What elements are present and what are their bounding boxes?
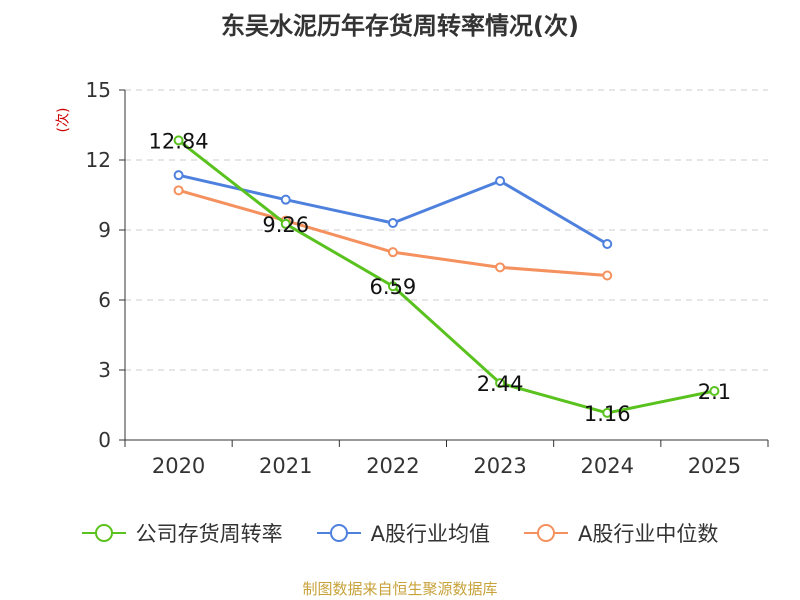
data-point [173, 185, 184, 196]
data-point [173, 170, 184, 181]
data-point [602, 239, 613, 249]
line-chart: 0 3 6 9 12 15 2020 2021 2022 2023 2024 2025 12.84 9.2… [86, 78, 769, 478]
x-tick-label: 2021 [259, 454, 312, 478]
data-label: 6.59 [370, 275, 417, 299]
legend-label-industry-mean: A股行业均值 [370, 522, 490, 546]
data-point [602, 270, 613, 281]
data-label: 2.44 [477, 372, 524, 396]
x-tick-label: 2025 [688, 454, 741, 478]
series-line [178, 188, 608, 277]
data-label: 1.16 [584, 402, 631, 426]
y-tick-label: 15 [86, 78, 111, 102]
data-label: 12.84 [149, 129, 209, 153]
y-tick-label: 0 [98, 428, 111, 452]
legend-item-industry-mean[interactable]: A股行业均值 [316, 518, 490, 548]
series-line [177, 139, 715, 415]
legend-item-industry-median[interactable]: A股行业中位数 [524, 518, 718, 548]
x-tick-label: 2022 [366, 454, 419, 478]
data-point [280, 218, 291, 229]
y-tick-label: 9 [98, 218, 111, 242]
chart-title: 东吴水泥历年存货周转率情况(次) [221, 12, 579, 40]
data-point [602, 407, 613, 418]
legend-marker-industry-median [524, 524, 568, 542]
data-point [495, 262, 506, 273]
legend-marker-company [81, 524, 126, 542]
x-tick-label: 2024 [581, 454, 634, 478]
source-footer: 制图数据来自恒生聚源数据库 [302, 580, 498, 598]
legend-label-industry-median: A股行业中位数 [578, 522, 719, 546]
data-point [495, 378, 506, 389]
data-point [280, 194, 291, 205]
y-tick-label: 12 [86, 148, 111, 172]
legend-label-company: 公司存货周转率 [135, 522, 283, 546]
data-point [173, 135, 184, 146]
y-tick-label: 6 [98, 288, 111, 312]
data-point [495, 176, 506, 186]
data-point [387, 247, 398, 258]
legend-marker-industry-mean [316, 524, 361, 542]
x-tick-label: 2023 [473, 454, 526, 478]
legend: 公司存货周转率 A股行业均值 A股行业中位数 [0, 518, 800, 548]
data-label: 9.26 [262, 213, 309, 237]
data-point [387, 218, 398, 228]
y-tick-label: 3 [98, 358, 111, 382]
data-label: 2.1 [698, 380, 731, 404]
x-tick-label: 2020 [152, 454, 205, 478]
legend-item-company[interactable]: 公司存货周转率 [81, 518, 283, 548]
data-point [709, 386, 720, 396]
data-point [387, 281, 398, 292]
